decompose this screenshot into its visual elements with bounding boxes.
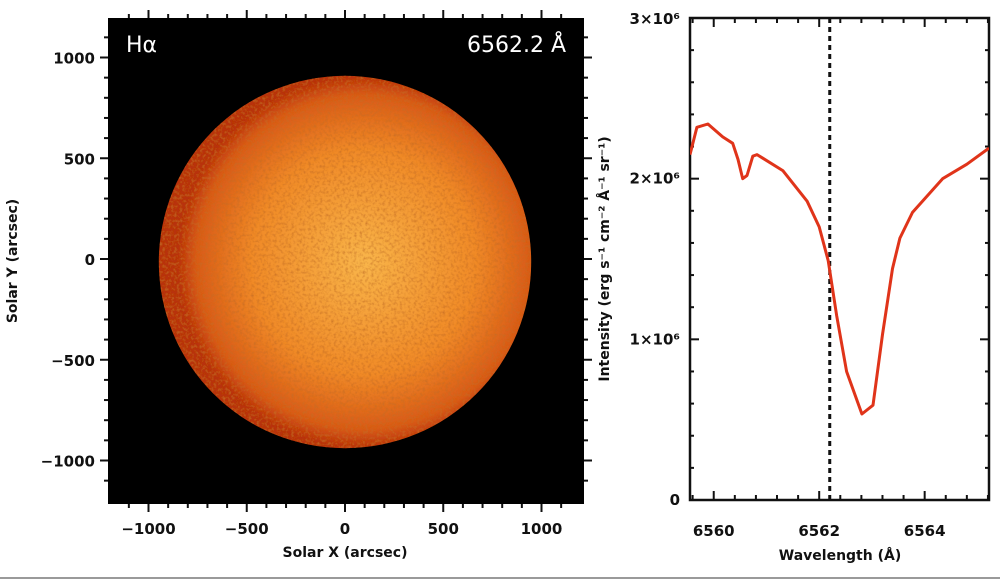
x-tick-label: 6560: [693, 522, 735, 540]
y-tick-label: −500: [51, 352, 95, 370]
x-tick-label: 6562: [798, 522, 840, 540]
y-tick-label: −1000: [41, 453, 95, 471]
x-tick-label: −1000: [121, 520, 175, 538]
channel-label: Hα: [126, 33, 157, 58]
y-tick-label: 1000: [53, 50, 95, 68]
x-tick-label: 1000: [521, 520, 563, 538]
plot-frame: [688, 16, 991, 502]
x-tick-label: −500: [225, 520, 269, 538]
solar-disk: [158, 75, 532, 449]
wavelength-label: 6562.2 Å: [467, 31, 566, 58]
y-tick-label: 0: [85, 251, 95, 269]
x-tick-label: 6564: [904, 522, 946, 540]
y-tick-label: 2×10⁶: [630, 170, 680, 188]
y-tick-label: 500: [64, 150, 95, 168]
series-line-halpha-profile: [690, 122, 989, 416]
solar-image-panel: Hα 6562.2 Å −1000 −500 0 500 1000 −1000 −500 0 5…: [5, 10, 592, 561]
y-axis-label: Solar Y (arcsec): [5, 199, 21, 323]
y-tick-label: 3×10⁶: [630, 10, 680, 28]
x-tick-label: 0: [340, 520, 350, 538]
y-tick-label: 1×10⁶: [630, 330, 680, 348]
x-axis-label: Wavelength (Å): [779, 547, 901, 564]
y-tick-label: 0: [670, 491, 680, 509]
spectrum-panel: 6560 6562 6564 0 1×10⁶ 2×10⁶ 3×10⁶ Wavelength …: [596, 10, 991, 564]
x-axis-label: Solar X (arcsec): [283, 545, 408, 561]
x-tick-label: 500: [428, 520, 459, 538]
y-axis-label: Intensity (erg s⁻¹ cm⁻² Å⁻¹ sr⁻¹): [596, 136, 613, 381]
bottom-divider: [0, 577, 1000, 579]
